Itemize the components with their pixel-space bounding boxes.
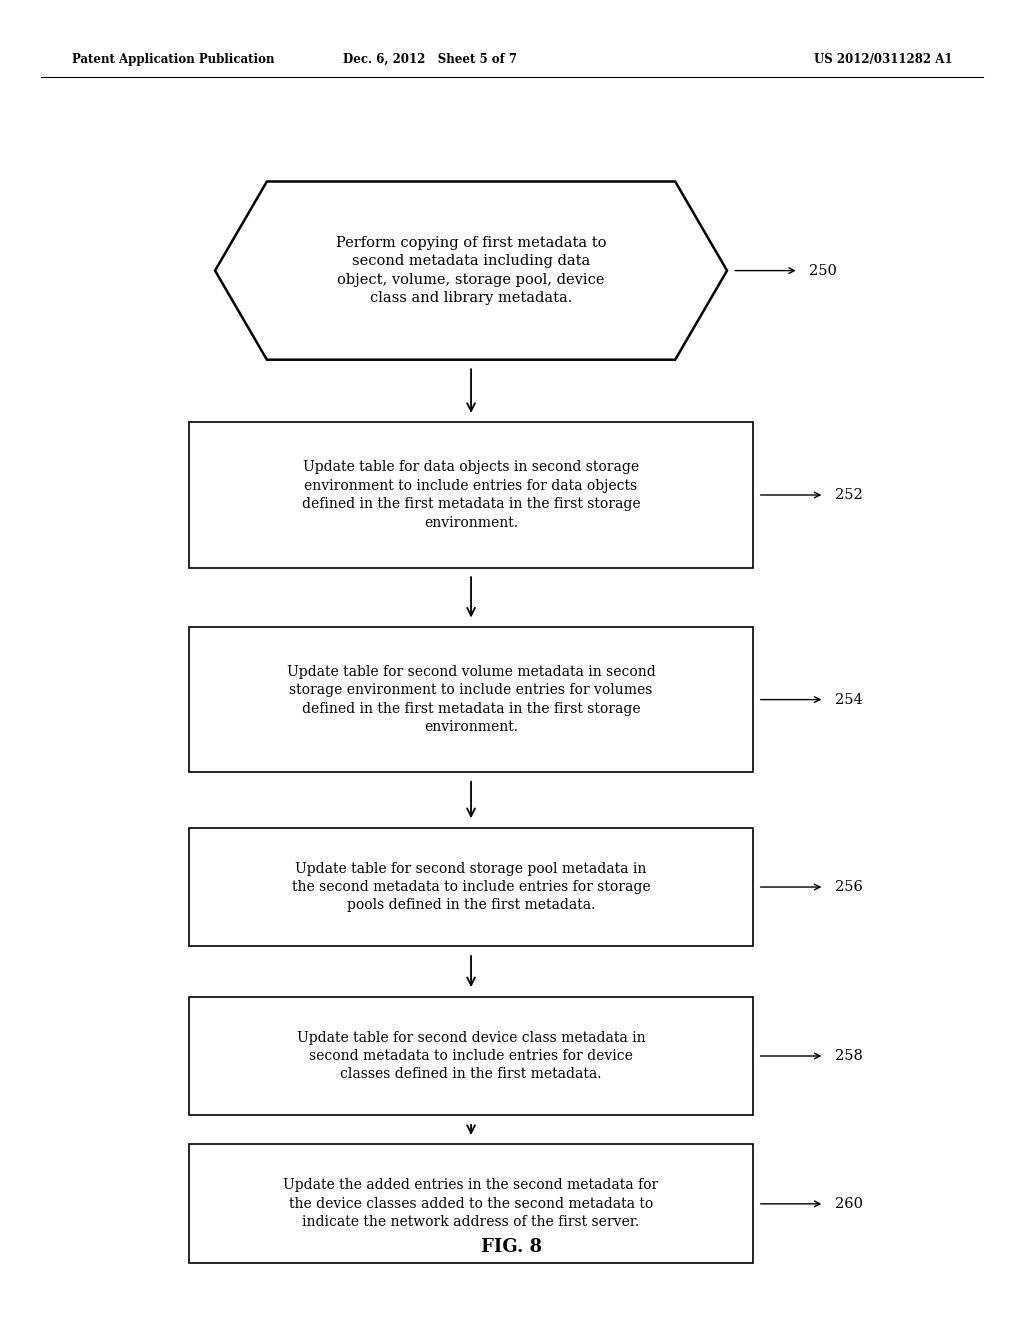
Text: Update table for data objects in second storage
environment to include entries f: Update table for data objects in second … <box>302 461 640 529</box>
Text: 250: 250 <box>809 264 837 277</box>
Bar <box>189 828 753 946</box>
Text: Update table for second device class metadata in
second metadata to include entr: Update table for second device class met… <box>297 1031 645 1081</box>
Text: Update table for second volume metadata in second
storage environment to include: Update table for second volume metadata … <box>287 665 655 734</box>
Text: 252: 252 <box>835 488 862 502</box>
Bar <box>189 627 753 772</box>
Text: US 2012/0311282 A1: US 2012/0311282 A1 <box>814 53 952 66</box>
Text: Update table for second storage pool metadata in
the second metadata to include : Update table for second storage pool met… <box>292 862 650 912</box>
Bar <box>189 997 753 1115</box>
Text: 254: 254 <box>835 693 862 706</box>
Text: Patent Application Publication: Patent Application Publication <box>72 53 274 66</box>
Text: 260: 260 <box>835 1197 862 1210</box>
Text: Perform copying of first metadata to
second metadata including data
object, volu: Perform copying of first metadata to sec… <box>336 236 606 305</box>
Bar <box>189 1144 753 1263</box>
Polygon shape <box>215 181 727 359</box>
Text: FIG. 8: FIG. 8 <box>481 1238 543 1257</box>
Text: Dec. 6, 2012   Sheet 5 of 7: Dec. 6, 2012 Sheet 5 of 7 <box>343 53 517 66</box>
Text: 256: 256 <box>835 880 862 894</box>
Text: Update the added entries in the second metadata for
the device classes added to : Update the added entries in the second m… <box>284 1179 658 1229</box>
Text: 258: 258 <box>835 1049 862 1063</box>
Bar <box>189 422 753 568</box>
